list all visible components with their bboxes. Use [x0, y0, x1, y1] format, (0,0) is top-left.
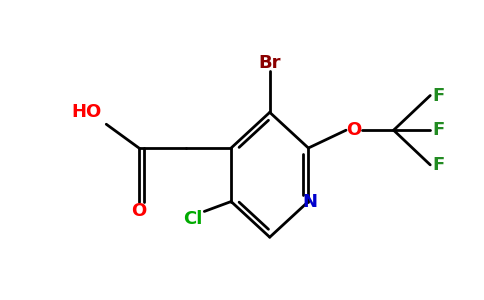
Text: Cl: Cl	[183, 210, 202, 228]
Text: O: O	[347, 121, 362, 139]
Text: F: F	[432, 156, 444, 174]
Text: O: O	[131, 202, 147, 220]
Text: HO: HO	[71, 103, 102, 122]
Text: F: F	[432, 86, 444, 104]
Text: N: N	[303, 193, 318, 211]
Text: F: F	[432, 121, 444, 139]
Text: Br: Br	[258, 54, 281, 72]
